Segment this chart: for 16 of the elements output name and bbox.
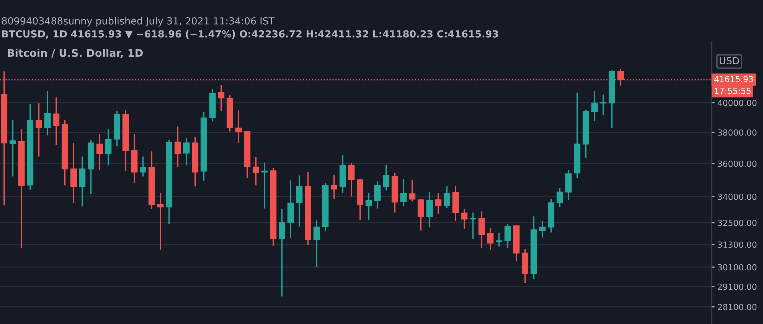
text: 17:55:55 [715, 88, 751, 94]
y-tick-label: 31300.00 [718, 242, 757, 248]
text: USD [720, 57, 740, 65]
y-tick-label: 38000.00 [718, 130, 757, 136]
y-tick-label: 40000.00 [718, 100, 757, 106]
text: 8099403488sunny published July 31, 2021 11:34:06 IST [2, 17, 275, 27]
y-tick-label: 30100.00 [718, 264, 757, 271]
text: BTCUSD, 1D 41615.93 ▼ −618.96 (−1.47%) O:42236.72 H:42411.32 L:41180.23 C:41615.93 [2, 30, 498, 40]
candlestick [496, 232, 502, 248]
y-tick-label: 28100.00 [718, 304, 757, 310]
ref-line-label: 41615.93 [714, 76, 754, 82]
y-tick-label: 29100.00 [718, 284, 757, 290]
text: Bitcoin / U.S. Dollar, 1D [8, 49, 143, 58]
y-tick-label: 36000.00 [718, 160, 757, 168]
y-tick-label: 34000.00 [718, 194, 757, 200]
y-tick-label: 32500.00 [718, 220, 757, 226]
